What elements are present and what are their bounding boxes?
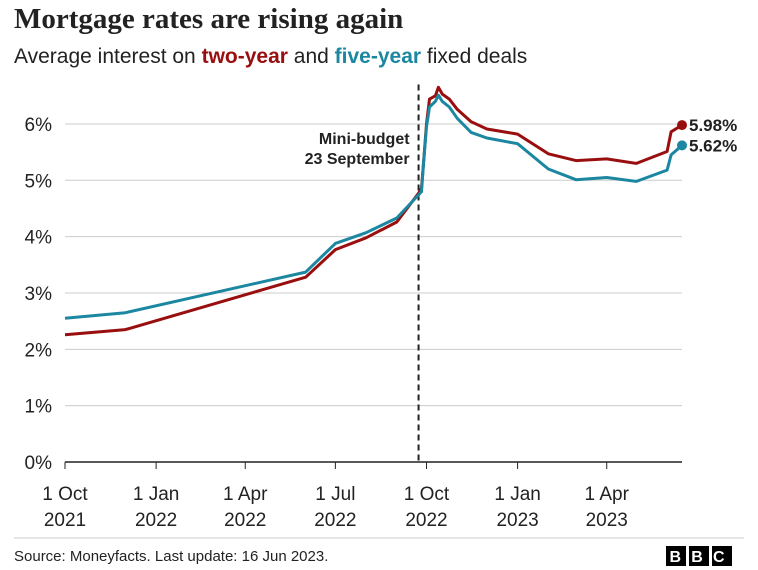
x-tick-label: 1 Jan 2023 [494, 484, 540, 531]
y-tick-label: 3% [25, 284, 53, 305]
x-tick-label: 1 Apr 2022 [223, 484, 268, 531]
end-point [677, 140, 687, 151]
subtitle-text: and [294, 45, 329, 68]
legend-entry: five-year [335, 45, 421, 68]
subtitle-text: Average interest on [14, 45, 196, 68]
x-tick-label: 1 Jul 2022 [314, 484, 356, 531]
chart-title: Mortgage rates are rising again [14, 3, 403, 35]
annotation-text: Mini-budget [319, 131, 410, 148]
value-label: 5.62% [689, 136, 737, 155]
source: Source: Moneyfacts. Last update: 16 Jun … [14, 548, 328, 565]
x-tick-label: 1 Oct 2021 [42, 484, 88, 531]
y-tick-label: 5% [25, 171, 53, 192]
y-tick-label: 2% [25, 340, 53, 361]
y-tick-label: 0% [25, 453, 53, 474]
logo: BBC [670, 549, 735, 566]
series-line [64, 93, 683, 320]
x-tick-label: 1 Apr 2023 [585, 484, 630, 531]
x-tick-label: 1 Jan 2022 [133, 484, 179, 531]
subtitle-text: fixed deals [427, 45, 527, 68]
y-tick-label: 6% [25, 115, 53, 136]
value-label: 5.98% [689, 116, 737, 135]
logo-box [666, 546, 686, 566]
series-line [64, 85, 683, 337]
annotation-text: 23 September [305, 151, 410, 168]
y-tick-label: 1% [25, 397, 53, 418]
subtitle: Average interest on two-year and five-ye… [14, 45, 527, 68]
end-point [677, 120, 687, 131]
legend-entry: two-year [202, 45, 288, 68]
logo-box [689, 546, 709, 566]
x-tick-label: 1 Oct 2022 [404, 484, 450, 531]
logo-box [712, 546, 732, 566]
y-tick-label: 4% [25, 228, 53, 249]
